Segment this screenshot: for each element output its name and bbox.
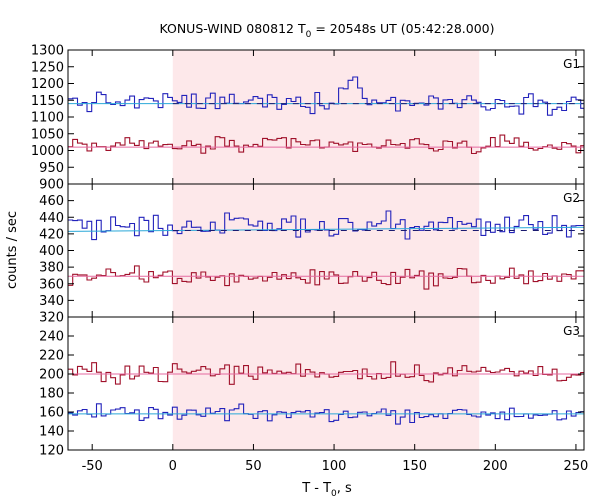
y-tick-label: 140: [39, 425, 64, 440]
panel-g3: 120 140 160 180 200 220 240 G3: [39, 316, 585, 459]
y-tick-label: 360: [39, 277, 64, 292]
y-tick-label: 160: [39, 406, 64, 421]
y-tick-label: 440: [39, 211, 64, 226]
y-tick-label: 180: [39, 387, 64, 402]
y-tick-label: 900: [39, 178, 64, 193]
analysis-interval-highlight: [172, 50, 480, 450]
x-tick-label: 100: [322, 459, 347, 474]
y-tick-label: 1000: [31, 144, 64, 159]
plot-area: 9009501000105011001150120012501300G13203…: [31, 44, 588, 475]
y-tick-label: 1150: [31, 94, 64, 109]
panel-label: G1: [563, 57, 580, 71]
y-tick-label: 1200: [31, 77, 64, 92]
y-tick-label: 1300: [31, 44, 64, 59]
series-blue-g1: [68, 76, 584, 116]
x-tick-label: 200: [483, 459, 508, 474]
y-tick-label: 420: [39, 227, 64, 242]
y-tick-label: 120: [39, 444, 64, 459]
y-tick-label: 200: [39, 368, 64, 383]
x-tick-label: 250: [564, 459, 589, 474]
x-tick-label: 50: [245, 459, 262, 474]
y-tick-label: 340: [39, 294, 64, 309]
chart-title: KONUS-WIND 080812 T0 = 20548s UT (05:42:…: [159, 21, 494, 40]
panel-label: G2: [563, 191, 580, 205]
fit-line-blue-g2: [67, 226, 585, 232]
y-tick-label: 380: [39, 261, 64, 276]
x-axis-label: T - T0, s: [301, 481, 352, 499]
panel-frame-g3: [67, 316, 585, 451]
panel-label: G3: [563, 324, 580, 338]
series-blue-g2: [68, 210, 584, 241]
y-tick-label: 400: [39, 244, 64, 259]
y-tick-label: 320: [39, 311, 64, 326]
series-blue-g3: [68, 403, 584, 425]
x-tick-label: 150: [402, 459, 427, 474]
y-tick-label: 950: [39, 161, 64, 176]
x-tick-label: -50: [82, 459, 103, 474]
y-tick-label: 220: [39, 349, 64, 364]
x-tick-label: 0: [169, 459, 177, 474]
y-tick-label: 240: [39, 330, 64, 345]
y-tick-label: 1250: [31, 60, 64, 75]
y-tick-label: 1050: [31, 127, 64, 142]
y-tick-label: 1100: [31, 111, 64, 126]
y-tick-label: 460: [39, 194, 64, 209]
y-axis-label: counts / sec: [5, 211, 20, 289]
